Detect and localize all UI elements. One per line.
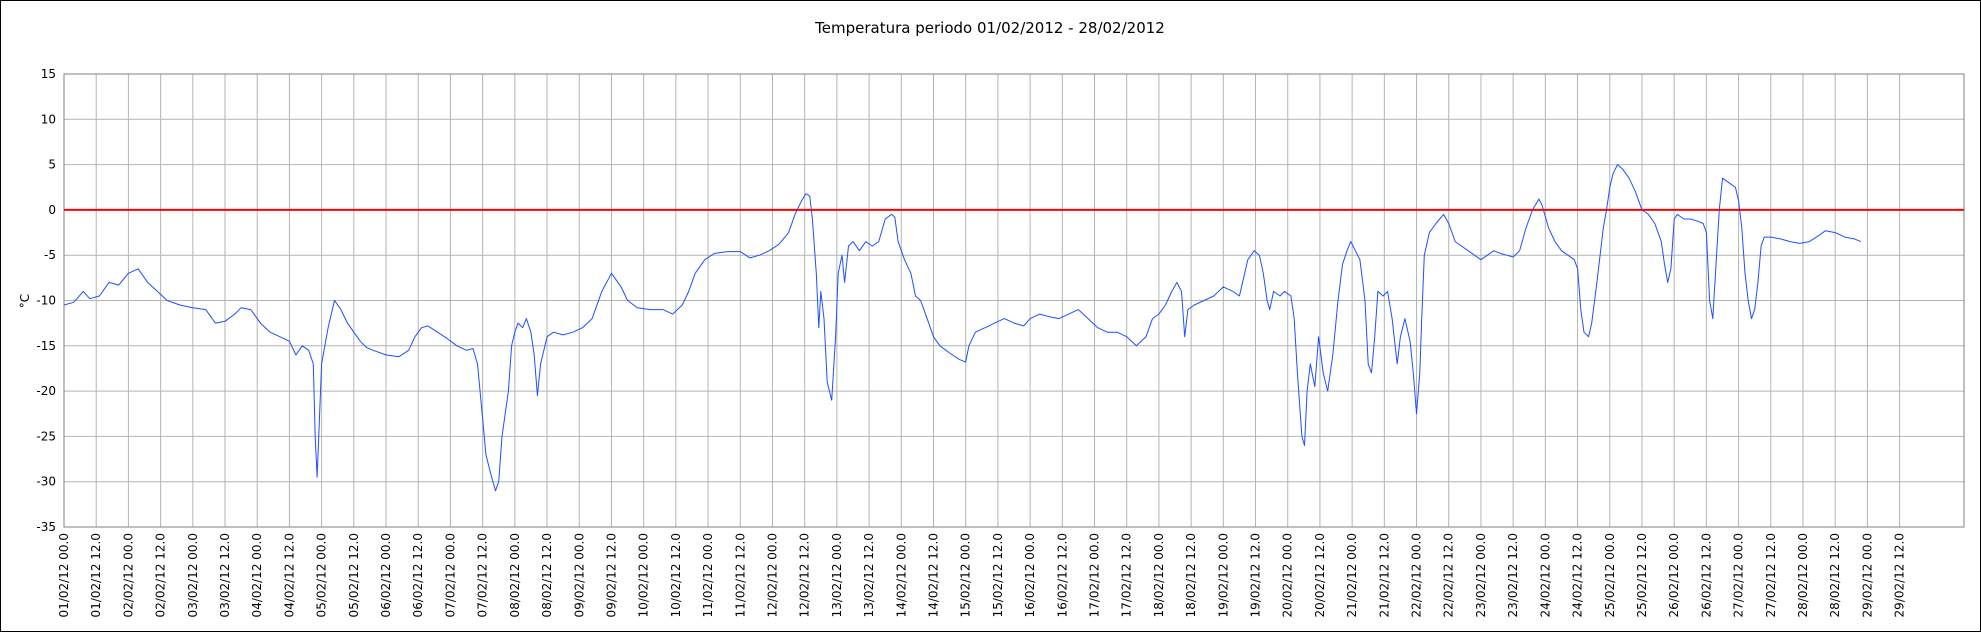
x-tick-label: 12/02/12 12.0 xyxy=(798,533,812,617)
x-tick-label: 03/02/12 00.0 xyxy=(186,533,200,617)
x-tick-label: 01/02/12 12.0 xyxy=(89,533,103,617)
y-tick-label: 10 xyxy=(41,112,56,126)
y-tick-label: -20 xyxy=(36,384,56,398)
x-tick-label: 05/02/12 12.0 xyxy=(347,533,361,617)
x-tick-label: 21/02/12 00.0 xyxy=(1345,533,1359,617)
x-tick-label: 04/02/12 00.0 xyxy=(250,533,264,617)
x-tick-label: 26/02/12 12.0 xyxy=(1699,533,1713,617)
x-tick-label: 03/02/12 12.0 xyxy=(218,533,232,617)
x-tick-label: 16/02/12 00.0 xyxy=(1023,533,1037,617)
x-tick-label: 10/02/12 00.0 xyxy=(637,533,651,617)
x-tick-label: 12/02/12 00.0 xyxy=(765,533,779,617)
x-tick-label: 07/02/12 12.0 xyxy=(476,533,490,617)
x-tick-label: 27/02/12 12.0 xyxy=(1764,533,1778,617)
x-tick-label: 06/02/12 12.0 xyxy=(411,533,425,617)
x-tick-label: 15/02/12 00.0 xyxy=(959,533,973,617)
y-tick-label: -5 xyxy=(44,248,56,262)
x-tick-label: 11/02/12 12.0 xyxy=(733,533,747,617)
x-tick-label: 17/02/12 00.0 xyxy=(1088,533,1102,617)
x-tick-label: 28/02/12 00.0 xyxy=(1796,533,1810,617)
x-tick-label: 11/02/12 00.0 xyxy=(701,533,715,617)
x-tick-label: 16/02/12 12.0 xyxy=(1055,533,1069,617)
y-tick-label: 5 xyxy=(48,158,56,172)
y-tick-label: -35 xyxy=(36,520,56,534)
y-tick-labels: 15 10 5 0 -5 -10 -15 -20 -25 -30 -35 xyxy=(36,67,56,534)
x-tick-label: 09/02/12 00.0 xyxy=(572,533,586,617)
x-tick-label: 07/02/12 00.0 xyxy=(443,533,457,617)
x-tick-label: 14/02/12 12.0 xyxy=(926,533,940,617)
x-tick-label: 17/02/12 12.0 xyxy=(1120,533,1134,617)
x-tick-label: 19/02/12 12.0 xyxy=(1249,533,1263,617)
x-tick-label: 21/02/12 12.0 xyxy=(1377,533,1391,617)
x-tick-label: 02/02/12 12.0 xyxy=(154,533,168,617)
x-tick-label: 01/02/12 00.0 xyxy=(57,533,71,617)
x-tick-label: 14/02/12 00.0 xyxy=(894,533,908,617)
x-tick-label: 24/02/12 12.0 xyxy=(1571,533,1585,617)
chart-title: Temperatura periodo 01/02/2012 - 28/02/2… xyxy=(814,19,1165,37)
y-tick-label: -30 xyxy=(36,475,56,489)
x-tick-label: 18/02/12 12.0 xyxy=(1184,533,1198,617)
x-tick-label: 18/02/12 00.0 xyxy=(1152,533,1166,617)
x-tick-label: 25/02/12 00.0 xyxy=(1603,533,1617,617)
x-tick-label: 09/02/12 12.0 xyxy=(604,533,618,617)
y-tick-label: 15 xyxy=(41,67,56,81)
x-tick-label: 19/02/12 00.0 xyxy=(1216,533,1230,617)
x-tick-label: 06/02/12 00.0 xyxy=(379,533,393,617)
x-tick-label: 20/02/12 00.0 xyxy=(1281,533,1295,617)
y-axis-label: °C xyxy=(18,294,32,308)
plot-border xyxy=(63,73,1965,528)
gridlines xyxy=(63,73,1965,528)
x-tick-label: 02/02/12 00.0 xyxy=(121,533,135,617)
x-tick-label: 05/02/12 00.0 xyxy=(315,533,329,617)
x-tick-label: 24/02/12 00.0 xyxy=(1538,533,1552,617)
x-tick-label: 23/02/12 00.0 xyxy=(1474,533,1488,617)
x-tick-label: 29/02/12 00.0 xyxy=(1860,533,1874,617)
temperature-series-line xyxy=(63,164,1862,492)
x-tick-label: 10/02/12 12.0 xyxy=(669,533,683,617)
x-tick-label: 26/02/12 00.0 xyxy=(1667,533,1681,617)
plot-area xyxy=(63,164,1964,492)
x-tick-label: 28/02/12 12.0 xyxy=(1828,533,1842,617)
x-tick-label: 13/02/12 12.0 xyxy=(862,533,876,617)
x-tick-label: 20/02/12 12.0 xyxy=(1313,533,1327,617)
y-tick-label: -10 xyxy=(36,294,56,308)
x-tick-label: 04/02/12 12.0 xyxy=(282,533,296,617)
y-tick-label: -25 xyxy=(36,429,56,443)
y-tick-label: 0 xyxy=(48,203,56,217)
x-tick-label: 13/02/12 00.0 xyxy=(830,533,844,617)
x-tick-label: 29/02/12 12.0 xyxy=(1893,533,1907,617)
x-tick-label: 08/02/12 00.0 xyxy=(508,533,522,617)
x-tick-label: 23/02/12 12.0 xyxy=(1506,533,1520,617)
x-tick-label: 22/02/12 00.0 xyxy=(1410,533,1424,617)
y-tick-label: -15 xyxy=(36,339,56,353)
x-tick-label: 25/02/12 12.0 xyxy=(1635,533,1649,617)
x-tick-label: 08/02/12 12.0 xyxy=(540,533,554,617)
x-tick-labels: 01/02/12 00.0 01/02/12 12.0 02/02/12 00.0 0… xyxy=(57,533,1907,617)
x-tick-label: 15/02/12 12.0 xyxy=(991,533,1005,617)
x-tick-label: 22/02/12 12.0 xyxy=(1442,533,1456,617)
x-tick-label: 27/02/12 00.0 xyxy=(1732,533,1746,617)
